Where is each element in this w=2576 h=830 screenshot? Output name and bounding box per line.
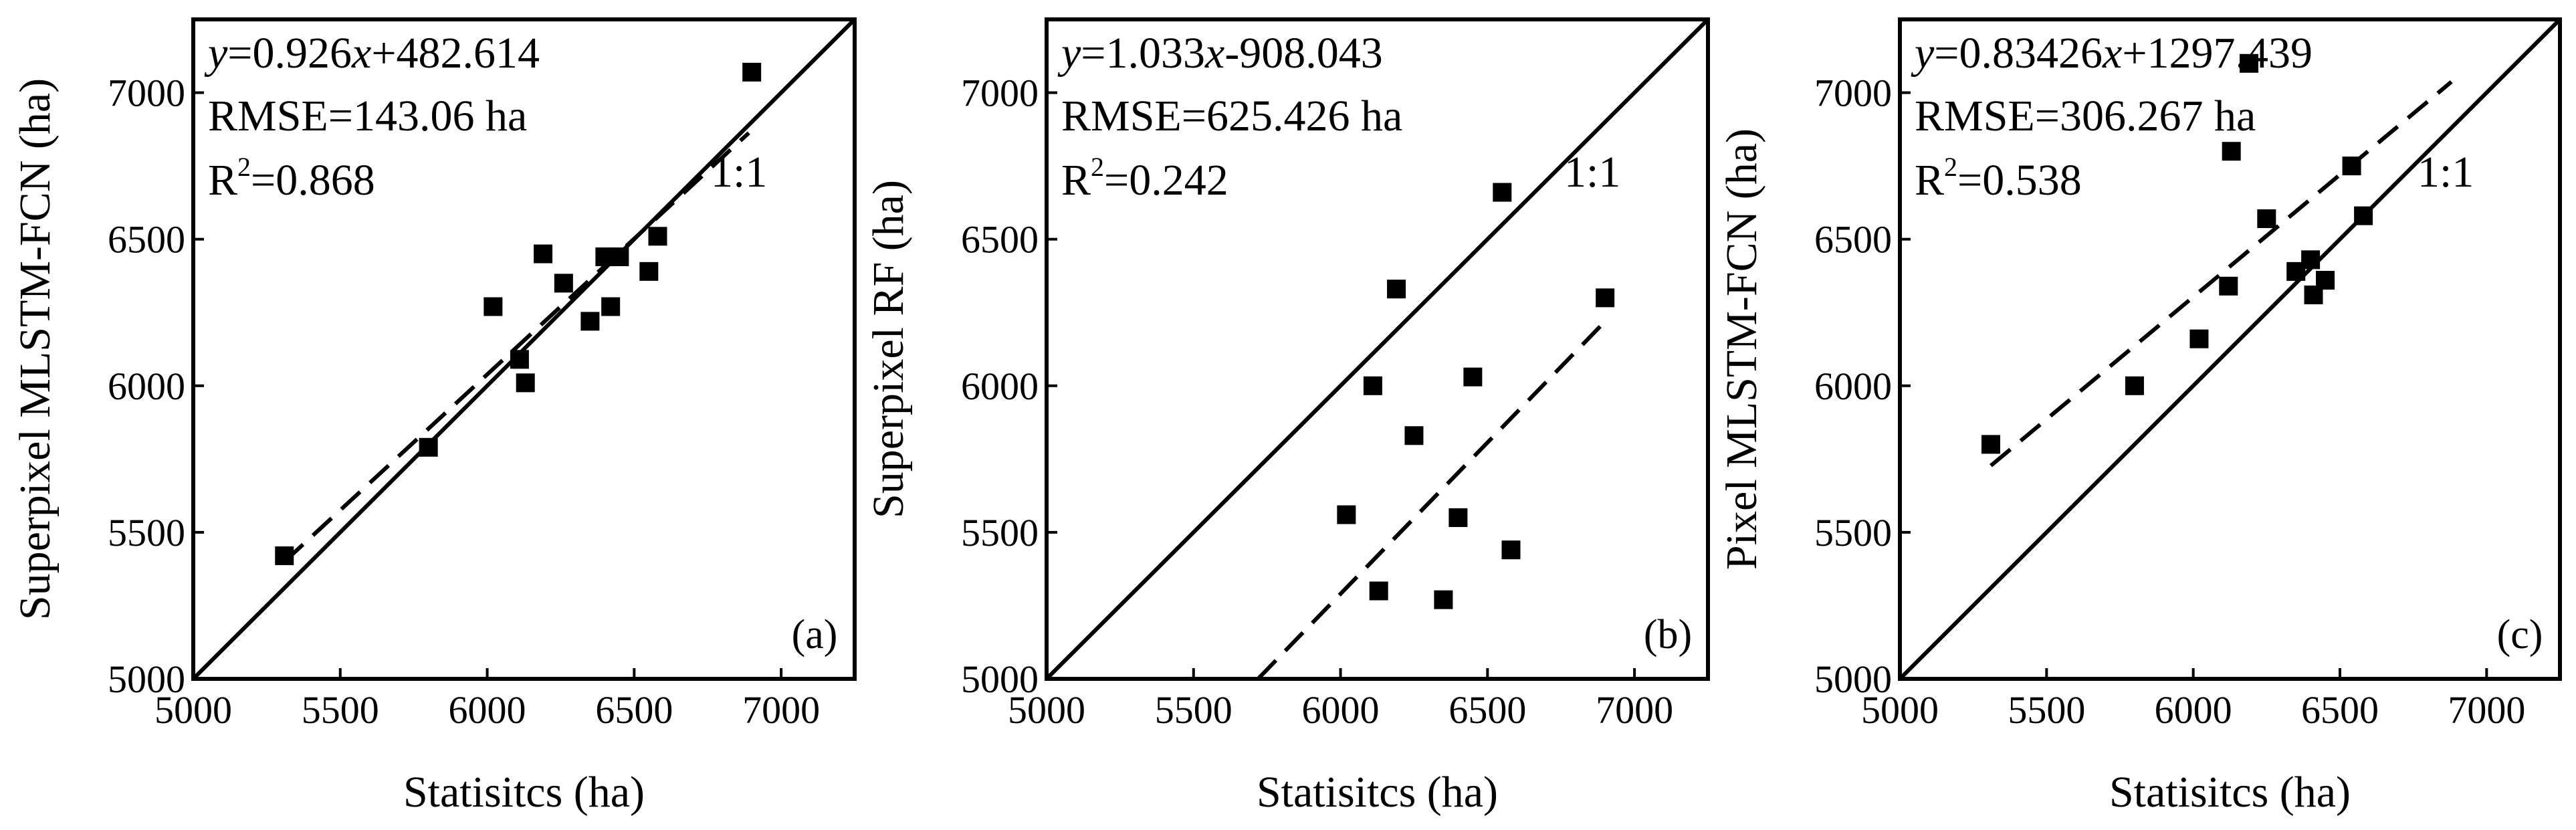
x-tick-label: 5000 [1008,688,1085,732]
plot-frame [1045,17,1710,681]
y-tick-label: 5000 [1814,657,1892,701]
x-tick-label: 5500 [2008,688,2085,732]
rmse-label: RMSE=625.426 ha [1061,92,1402,140]
r-squared-label: R2=0.868 [208,152,375,205]
data-point [2342,157,2361,176]
x-tick-label: 5500 [1155,688,1232,732]
data-point [2125,376,2144,395]
rmse-label: RMSE=306.267 ha [1915,92,2256,140]
y-tick-label: 5000 [108,657,185,701]
y-tick-label: 6000 [108,365,185,408]
data-point [1596,288,1615,308]
one-to-one-line [193,19,855,679]
x-tick-label: 5000 [1861,688,1939,732]
data-point [1369,581,1388,601]
panel-2: 5000 5500 6000 6500 7000 5000 5500 6000 6500 7000… [864,17,1710,817]
one-to-one-label: 1:1 [2418,148,2474,197]
data-point [2354,206,2373,225]
data-point [1493,183,1512,202]
data-point [419,437,438,457]
regression-equation: y=1.033x-908.043 [1057,29,1383,78]
data-point [534,244,553,264]
y-tick-label: 6500 [1814,218,1892,262]
data-point [484,297,503,316]
regression-equation: y=0.926x+482.614 [204,29,540,78]
regression-equation: y=0.83426x+1297.439 [1911,29,2313,78]
data-point [2219,276,2238,296]
y-tick-label: 5500 [108,511,185,554]
data-point [1337,505,1356,524]
x-axis-title: Statisitcs (ha) [1257,768,1498,817]
x-tick-label: 6500 [1448,688,1526,732]
panel-label: (a) [792,612,838,657]
data-point [1448,508,1468,527]
y-tick-label: 7000 [1814,72,1892,115]
one-to-one-label: 1:1 [1564,148,1620,197]
x-tick-label: 6500 [2301,688,2379,732]
panel-label: (b) [1644,612,1692,657]
y-tick-label: 6000 [1814,365,1892,408]
y-tick-label: 5000 [961,657,1039,701]
r-squared-label: R2=0.242 [1061,152,1228,205]
y-tick-label: 5500 [1814,511,1892,554]
x-tick-label: 5000 [154,688,232,732]
x-tick-label: 6000 [2155,688,2232,732]
regression-line [1257,320,1607,679]
data-point [275,546,294,565]
data-point [1501,540,1521,560]
x-tick-label: 7000 [742,688,820,732]
y-tick-label: 6500 [961,218,1039,262]
one-to-one-line [1900,19,2560,679]
x-axis-title: Statisitcs (ha) [2109,768,2351,817]
data-point [2222,142,2241,161]
regression-line [1990,80,2453,468]
y-axis-title: Pixel MLSTM-FCN (ha) [1717,128,1766,570]
panel-1: 5000 5500 6000 6500 7000 5000 5500 6000 6500 7000… [11,17,857,817]
data-point [1363,376,1382,395]
data-point [2240,54,2259,73]
y-axis-title: Superpixel RF (ha) [864,180,913,518]
x-tick-label: 6000 [449,688,526,732]
one-to-one-line [1047,19,1708,679]
plot-frame [1898,17,2562,681]
data-point [1404,426,1424,445]
data-point [554,274,573,293]
data-point [610,247,629,266]
x-tick-label: 6500 [595,688,673,732]
data-point [516,373,535,393]
panel-label: (c) [2497,612,2543,657]
x-tick-label: 6000 [1302,688,1380,732]
x-tick-label: 7000 [1596,688,1673,732]
data-point [742,62,762,82]
y-tick-label: 5500 [961,511,1039,554]
y-tick-label: 6500 [108,218,185,262]
y-tick-label: 6000 [961,365,1039,408]
y-tick-label: 7000 [108,72,185,115]
data-point [1463,367,1483,387]
data-point [2189,329,2209,348]
y-tick-label: 7000 [961,72,1039,115]
data-point [2316,271,2335,290]
x-tick-label: 5500 [302,688,379,732]
data-point [1981,435,2000,454]
data-point [1434,590,1453,609]
data-point [1387,280,1406,299]
data-point [2301,250,2321,270]
regression-line [283,131,750,564]
rmse-label: RMSE=143.06 ha [208,92,527,140]
panel-3: 5000 5500 6000 6500 7000 5000 5500 6000 6500 7000… [1717,17,2562,817]
data-point [510,350,529,369]
data-point [580,312,600,331]
plot-frame [191,17,857,681]
x-tick-label: 7000 [2448,688,2525,732]
one-to-one-label: 1:1 [711,148,767,197]
r-squared-label: R2=0.538 [1915,152,2082,205]
data-point [2257,209,2276,228]
data-point [601,297,621,316]
x-axis-title: Statisitcs (ha) [403,768,645,817]
data-point [639,262,659,281]
y-axis-title: Superpixel MLSTM-FCN (ha) [11,78,60,620]
data-point [648,227,667,246]
